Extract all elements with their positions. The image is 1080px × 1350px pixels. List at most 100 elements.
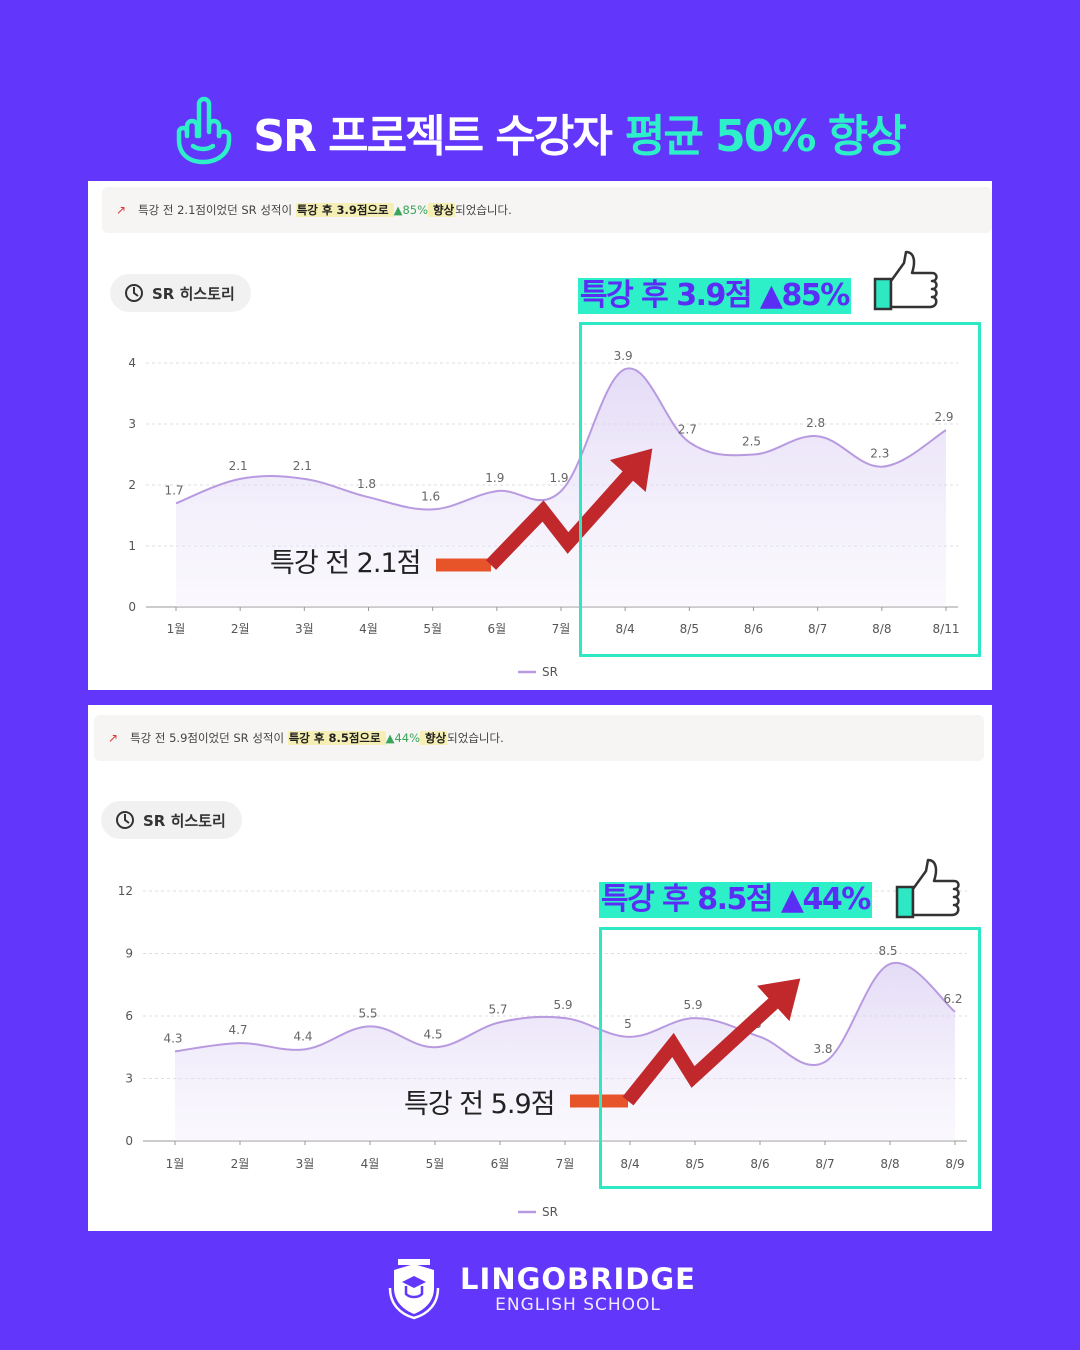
trend-arrow-line — [622, 982, 795, 1106]
trend-arrow-head — [756, 978, 801, 1022]
data-label: 2.7 — [678, 422, 697, 436]
x-tick-label: 5월 — [426, 1157, 445, 1171]
after-lecture-highlight-box — [599, 927, 981, 1189]
x-tick-label: 8/8 — [880, 1157, 899, 1171]
x-tick-label: 4월 — [359, 622, 378, 636]
before-lecture-label: 특강 전 2.1점 — [270, 548, 421, 579]
trend-up-icon: ↗ — [108, 731, 119, 745]
data-label: 2.5 — [742, 435, 761, 449]
headline: SR 프로젝트 수강자 평균 50% 향상 — [0, 92, 1080, 172]
y-tick-label: 6 — [125, 1009, 133, 1023]
series-line — [174, 961, 956, 1067]
data-label: 2.3 — [870, 447, 889, 461]
data-label: 4.7 — [228, 1023, 247, 1037]
y-tick-label: 0 — [128, 600, 136, 614]
x-tick-label: 8/11 — [933, 622, 960, 636]
pill-label: SR 히스토리 — [143, 811, 226, 830]
data-label: 4.4 — [293, 1029, 312, 1043]
x-tick-label: 2월 — [231, 1157, 250, 1171]
chart-pie-icon — [125, 284, 143, 302]
data-label: 2.1 — [293, 459, 312, 473]
data-label: 5.5 — [358, 1006, 377, 1020]
pointing-finger-icon — [177, 96, 232, 165]
data-label: 3.9 — [614, 349, 633, 363]
x-tick-label: 8/9 — [945, 1157, 964, 1171]
chart-pie-icon — [116, 811, 134, 829]
y-tick-label: 4 — [128, 356, 136, 370]
pill-label: SR 히스토리 — [152, 284, 235, 303]
x-tick-label: 8/4 — [616, 622, 635, 636]
data-label: 5 — [624, 1017, 632, 1031]
series-area — [176, 368, 946, 607]
x-tick-label: 4월 — [361, 1157, 380, 1171]
x-tick-label: 6월 — [487, 622, 506, 636]
brand-name: LINGOBRIDGE — [460, 1262, 696, 1296]
thumbs-up-icon — [895, 858, 960, 919]
data-label: 2.8 — [806, 416, 825, 430]
school-crest-icon — [388, 1259, 440, 1320]
x-tick-label: 7월 — [556, 1157, 575, 1171]
x-tick-label: 1월 — [167, 622, 186, 636]
chart-panel-1: 0 1 2 3 4 1월 2월 3월 4월 5월 6월 7월 8/4 8/5 8/6 8/7 8/8 8/11 1.… — [88, 181, 992, 690]
after-lecture-callout: 특강 후 8.5점 ▲44% — [599, 882, 872, 918]
brand-logo: LINGOBRIDGE ENGLISH SCHOOL — [0, 1258, 1080, 1320]
x-tick-label: 8/7 — [808, 622, 827, 636]
x-tick-label: 8/6 — [750, 1157, 769, 1171]
x-tick-label: 8/6 — [744, 622, 763, 636]
score-notice: ↗ 특강 전 2.1점이었던 SR 성적이 특강 후 3.9점으로 ▲85% 향… — [102, 187, 992, 233]
trend-arrow-head — [609, 448, 653, 492]
x-tick-label: 3월 — [295, 622, 314, 636]
data-label: 6.2 — [943, 992, 962, 1006]
x-tick-label: 8/7 — [815, 1157, 834, 1171]
data-label: 1.7 — [164, 483, 183, 497]
y-tick-label: 0 — [125, 1134, 133, 1148]
x-tick-label: 6월 — [491, 1157, 510, 1171]
y-tick-label: 2 — [128, 478, 136, 492]
data-label: 3.8 — [813, 1042, 832, 1056]
data-label: 2.1 — [229, 459, 248, 473]
data-label: 2.9 — [934, 410, 953, 424]
x-tick-label: 5월 — [423, 622, 442, 636]
data-label: 1.6 — [421, 489, 440, 503]
x-tick-label: 8/4 — [620, 1157, 639, 1171]
chart-panel-2: 0 3 6 9 12 1월 2월 3월 4월 5월 6월 7월 8/4 8/5 8/6 8/7 8/8 8/9 4.… — [88, 705, 992, 1231]
series-area — [175, 962, 955, 1141]
data-label: 4.5 — [423, 1027, 442, 1041]
y-tick-label: 12 — [118, 884, 133, 898]
headline-highlight: 평균 50% 향상 — [624, 111, 907, 162]
notice-text: 특강 전 2.1점이었던 SR 성적이 특강 후 3.9점으로 ▲85% 향상되… — [138, 203, 512, 217]
thumbs-up-icon — [873, 250, 938, 311]
data-label: 8.5 — [878, 944, 897, 958]
after-lecture-highlight-box — [579, 322, 981, 657]
trend-up-icon: ↗ — [116, 203, 127, 217]
legend-label: SR — [542, 1205, 558, 1219]
data-label: 1.9 — [549, 471, 568, 485]
x-tick-label: 2월 — [231, 622, 250, 636]
data-label: 5.9 — [553, 998, 572, 1012]
series-line — [175, 367, 947, 511]
brand-subtitle: ENGLISH SCHOOL — [495, 1295, 661, 1315]
sr-history-tab[interactable]: SR 히스토리 — [101, 801, 242, 839]
sr-history-tab[interactable]: SR 히스토리 — [110, 274, 251, 312]
y-tick-label: 1 — [128, 539, 136, 553]
x-tick-label: 3월 — [296, 1157, 315, 1171]
x-tick-label: 8/8 — [872, 622, 891, 636]
y-tick-label: 9 — [125, 947, 133, 961]
trend-arrow-line — [485, 454, 649, 570]
notice-text: 특강 전 5.9점이었던 SR 성적이 특강 후 8.5점으로 ▲44% 향상되… — [130, 731, 504, 745]
before-lecture-label: 특강 전 5.9점 — [404, 1089, 555, 1120]
x-tick-label: 8/5 — [685, 1157, 704, 1171]
sr-history-chart-1: 0 1 2 3 4 1월 2월 3월 4월 5월 6월 7월 8/4 8/5 8/6 8/7 8/8 8/11 1.… — [128, 349, 960, 679]
data-label: 1.8 — [357, 477, 376, 491]
x-tick-label: 7월 — [552, 622, 571, 636]
after-lecture-callout: 특강 후 3.9점 ▲85% — [578, 278, 851, 314]
data-label: 4.3 — [163, 1031, 182, 1045]
data-label: 5.7 — [488, 1002, 507, 1016]
legend-label: SR — [542, 665, 558, 679]
y-tick-label: 3 — [125, 1072, 133, 1086]
score-notice: ↗ 특강 전 5.9점이었던 SR 성적이 특강 후 8.5점으로 ▲44% 향… — [94, 715, 984, 761]
data-label: 5.9 — [683, 998, 702, 1012]
headline-title: SR 프로젝트 수강자 — [253, 111, 613, 162]
y-tick-label: 3 — [128, 417, 136, 431]
x-tick-label: 1월 — [166, 1157, 185, 1171]
